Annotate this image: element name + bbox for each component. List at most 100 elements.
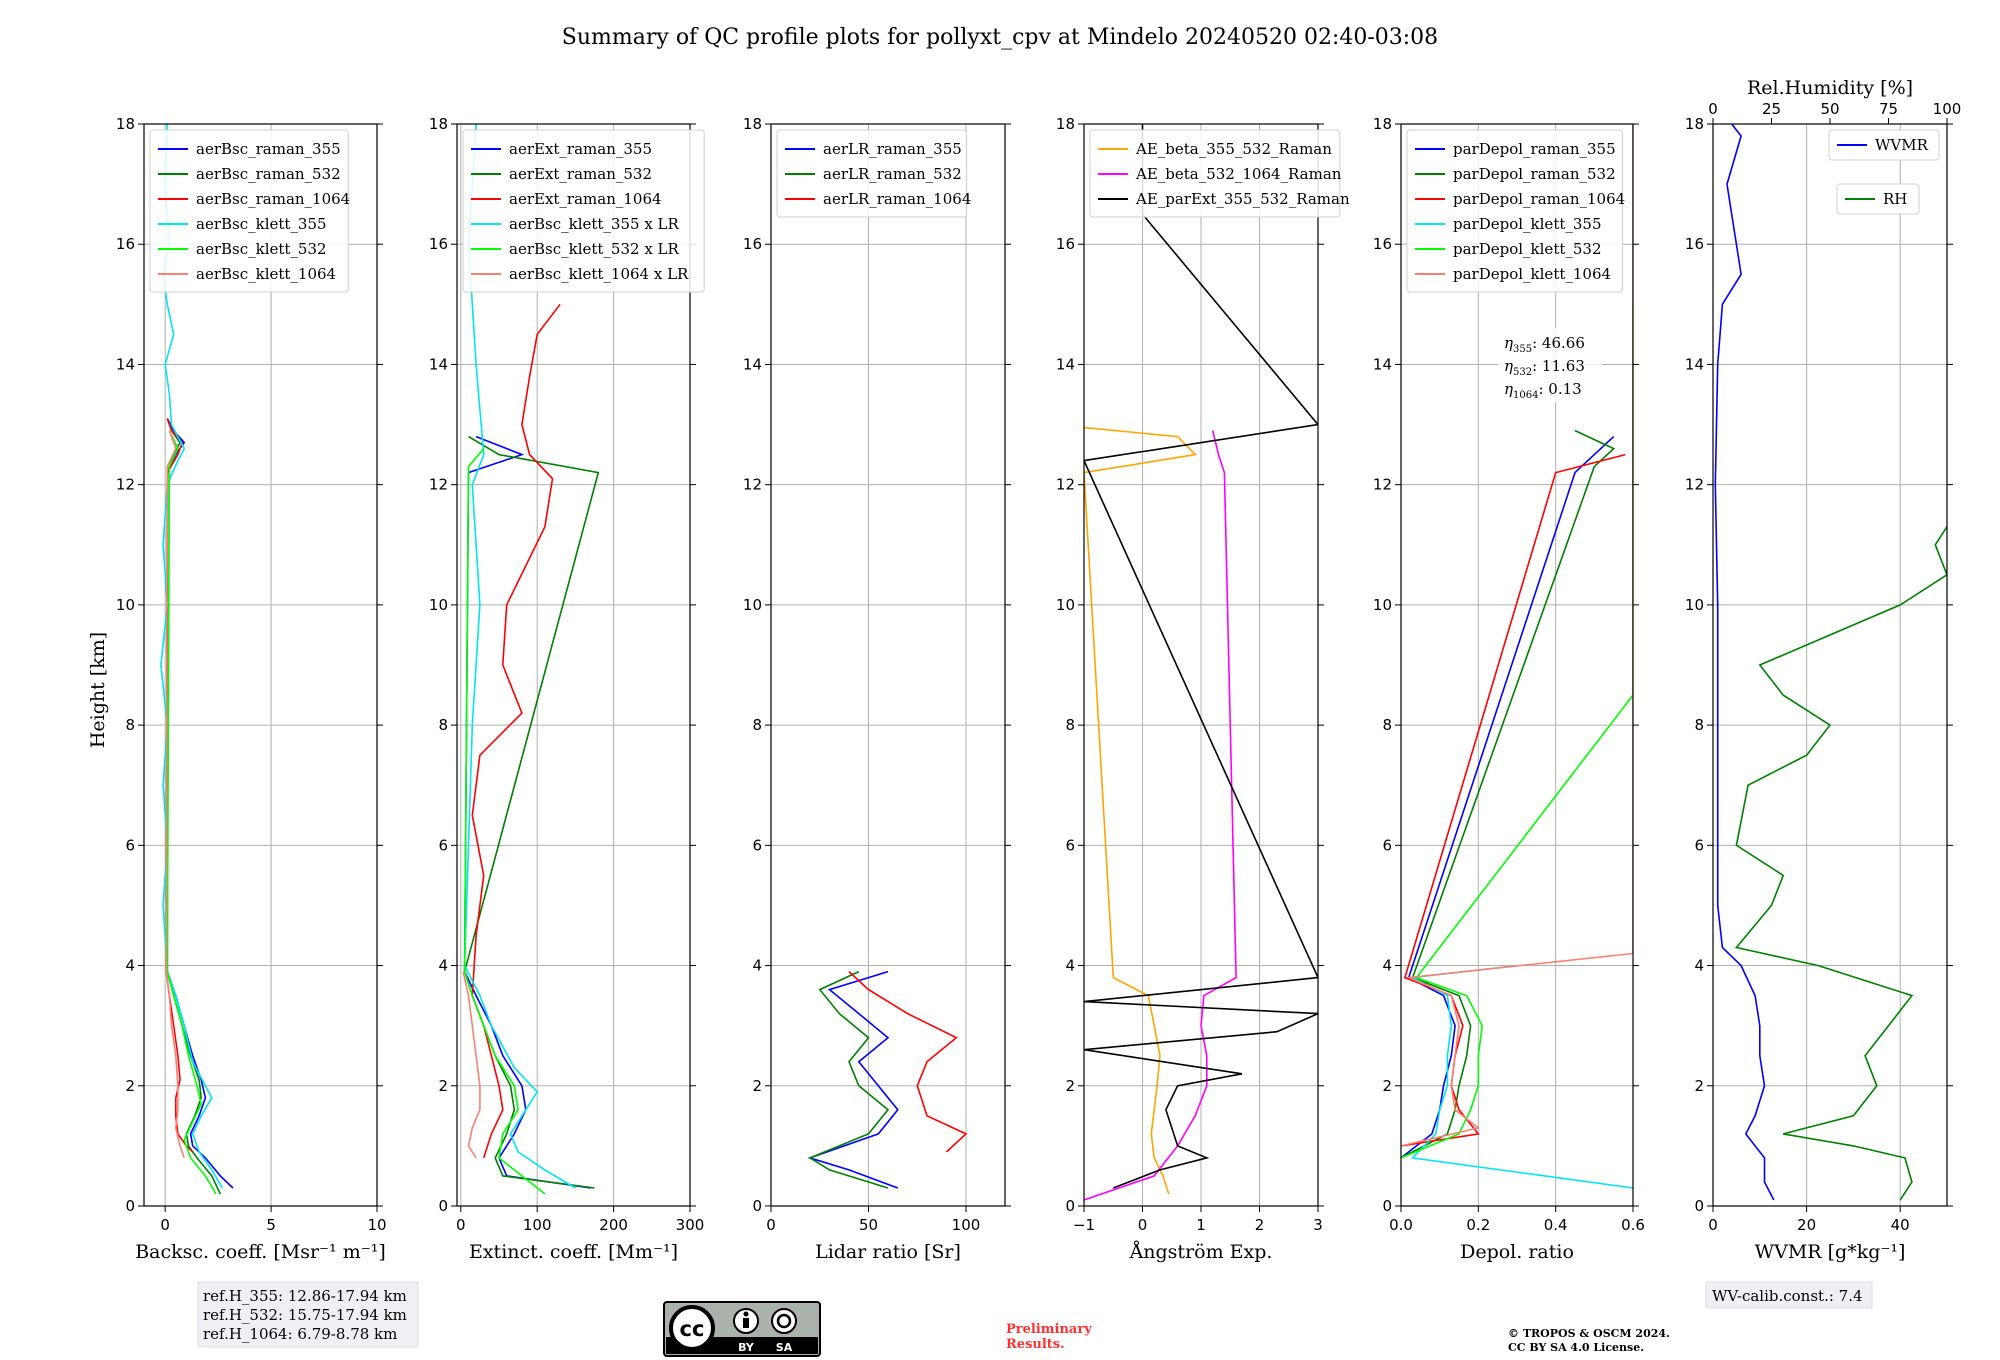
y-tick-label: 2 <box>1065 1077 1075 1095</box>
series-pardepol-raman-532 <box>1401 429 1616 1159</box>
legend-label: aerBsc_klett_355 x LR <box>509 215 680 233</box>
legend-box <box>1406 129 1623 293</box>
legend-label: aerBsc_klett_532 <box>196 240 327 258</box>
refh-box: ref.H_355: 12.86-17.94 km ref.H_532: 15.… <box>197 1281 419 1348</box>
y-tick-label: 12 <box>1685 476 1704 494</box>
x-tick-label: 1 <box>1196 1216 1206 1234</box>
series-aerext-raman-355 <box>463 435 591 1189</box>
y-tick-label: 8 <box>1382 716 1392 734</box>
legend-wvmr: WVMR <box>1828 129 1940 161</box>
series-pardepol-raman-1064 <box>1401 453 1626 1147</box>
series-pardepol-klett-1064 <box>1401 124 1633 1147</box>
x-tick-label: 0 <box>456 1216 466 1234</box>
y-tick-label: 18 <box>429 115 448 133</box>
top-x-axis-label: Rel.Humidity [%] <box>1747 77 1913 99</box>
x-tick-label: 40 <box>1891 1216 1910 1234</box>
panel-backscatter: 0 2 4 6 8 10 12 14 16 18 0 5 10 Backsc. coeff. [Msr⁻¹… <box>116 115 387 1263</box>
panel-lidar_ratio: 0 2 4 6 8 10 12 14 16 18 0 50 100 Lidar ratio [Sr] aer… <box>743 115 1011 1263</box>
y-tick-label: 8 <box>752 716 762 734</box>
y-tick-label: 4 <box>1382 957 1392 975</box>
y-tick-label: 12 <box>1056 476 1075 494</box>
legend-box <box>1836 183 1920 215</box>
eta-355: η355: 46.66 <box>1504 334 1585 355</box>
y-tick-label: 6 <box>1065 836 1075 854</box>
y-tick-label: 4 <box>1694 957 1704 975</box>
x-axis-label: Depol. ratio <box>1460 1241 1574 1263</box>
legend-label: aerExt_raman_532 <box>509 165 652 183</box>
panel-depolarization: 0 2 4 6 8 10 12 14 16 18 0.0 0.2 0.4 0.6 Depol. ratio p… <box>1373 115 1645 1263</box>
series-aerbsc-raman-1064 <box>165 418 194 1153</box>
x-tick-label: 200 <box>599 1216 628 1234</box>
y-axis-label: Height [km] <box>87 632 109 748</box>
x-tick-label: 10 <box>367 1216 386 1234</box>
y-tick-label: 4 <box>752 957 762 975</box>
x-axis-label: Ångström Exp. <box>1129 1241 1273 1263</box>
legend-label: parDepol_raman_532 <box>1453 165 1616 183</box>
y-tick-label: 10 <box>116 596 135 614</box>
x-tick-label: 5 <box>266 1216 276 1234</box>
x-tick-label: 0 <box>160 1216 170 1234</box>
copyright-line-2: CC BY SA 4.0 License. <box>1508 1341 1644 1354</box>
series-pardepol-raman-355 <box>1401 436 1615 1159</box>
y-tick-label: 10 <box>743 596 762 614</box>
panel-extinction: 0 2 4 6 8 10 12 14 16 18 0 100 200 300 Extinct. coeff.… <box>429 115 705 1263</box>
y-tick-label: 14 <box>429 355 448 373</box>
y-tick-label: 16 <box>1685 235 1704 253</box>
x-axis-label: Backsc. coeff. [Msr⁻¹ m⁻¹] <box>135 1241 386 1263</box>
series-group <box>160 124 234 1195</box>
x-axis-label: Extinct. coeff. [Mm⁻¹] <box>469 1241 678 1263</box>
y-tick-label: 4 <box>1065 957 1075 975</box>
x-tick-label: 50 <box>859 1216 878 1234</box>
eta-box <box>1498 328 1602 402</box>
y-tick-label: 2 <box>438 1077 448 1095</box>
legend-label: parDepol_klett_532 <box>1453 240 1602 258</box>
refh-532: ref.H_532: 15.75-17.94 km <box>203 1306 407 1324</box>
legend-rh: RH <box>1836 183 1920 215</box>
y-tick-label: 16 <box>1373 235 1392 253</box>
y-tick-label: 10 <box>1373 596 1392 614</box>
x-tick-label: −1 <box>1073 1216 1095 1234</box>
y-tick-label: 6 <box>1694 836 1704 854</box>
x-axis-label: Lidar ratio [Sr] <box>815 1241 961 1263</box>
legend-label: AE_beta_532_1064_Raman <box>1135 165 1342 183</box>
legend-label: parDepol_klett_1064 <box>1453 265 1611 283</box>
top-x-tick-label: 75 <box>1879 100 1898 118</box>
y-tick-label: 0 <box>752 1197 762 1215</box>
x-tick-label: 0.6 <box>1621 1216 1645 1234</box>
legend-label: aerBsc_klett_532 x LR <box>509 240 680 258</box>
series-group <box>807 970 968 1189</box>
x-tick-label: 0.0 <box>1389 1216 1413 1234</box>
y-tick-label: 2 <box>1382 1077 1392 1095</box>
series-aerlr-raman-355 <box>807 970 899 1189</box>
legend-label: aerBsc_klett_1064 x LR <box>509 265 689 283</box>
y-tick-label: 12 <box>116 476 135 494</box>
series-aerbsc-klett-532 <box>166 430 217 1195</box>
legend-box <box>1089 129 1341 218</box>
preliminary-note-1: Preliminary <box>1006 1322 1092 1337</box>
copyright-line-1: © TROPOS & OSCM 2024. <box>1508 1327 1670 1340</box>
eta-532: η532: 11.63 <box>1504 357 1585 378</box>
series-ae-parext-355-532-raman <box>1084 124 1318 1189</box>
series-aerbsc-klett-355 <box>160 124 224 1189</box>
x-tick-label: 20 <box>1797 1216 1816 1234</box>
y-tick-label: 0 <box>125 1197 135 1215</box>
axes-frame <box>1400 123 1634 1207</box>
y-tick-label: 8 <box>1065 716 1075 734</box>
series-rh <box>1734 526 1947 1201</box>
preliminary-note-2: Results. <box>1006 1337 1065 1352</box>
legend-label: parDepol_raman_1064 <box>1453 190 1625 208</box>
refh-1064: ref.H_1064: 6.79-8.78 km <box>203 1325 397 1343</box>
y-tick-label: 18 <box>1056 115 1075 133</box>
y-tick-label: 12 <box>1373 476 1392 494</box>
figure-title: Summary of QC profile plots for pollyxt_… <box>562 25 1438 50</box>
y-tick-label: 14 <box>1056 355 1075 373</box>
y-tick-label: 10 <box>1056 596 1075 614</box>
x-tick-label: 300 <box>676 1216 705 1234</box>
y-tick-label: 2 <box>752 1077 762 1095</box>
legend-label: aerBsc_klett_1064 <box>196 265 336 283</box>
y-tick-label: 16 <box>1056 235 1075 253</box>
y-tick-label: 14 <box>116 355 135 373</box>
